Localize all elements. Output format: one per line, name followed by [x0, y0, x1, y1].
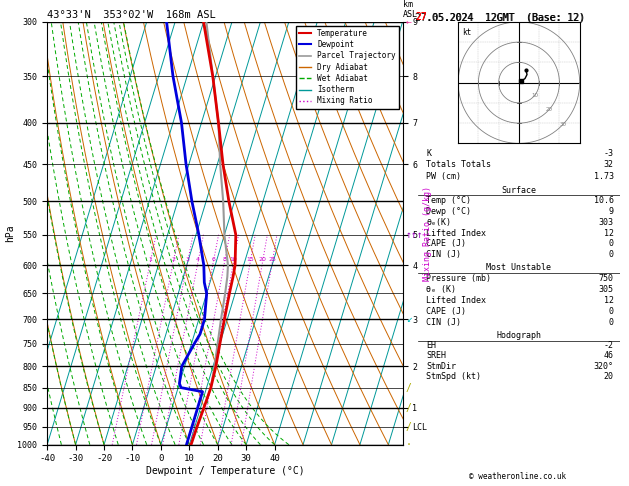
Text: θₑ (K): θₑ (K) — [426, 285, 456, 295]
Text: /: / — [406, 382, 411, 393]
Text: CAPE (J): CAPE (J) — [426, 307, 466, 316]
Text: 32: 32 — [604, 160, 613, 169]
Text: K: K — [426, 149, 431, 157]
Text: 20: 20 — [604, 372, 613, 381]
Text: 9: 9 — [608, 207, 613, 216]
Legend: Temperature, Dewpoint, Parcel Trajectory, Dry Adiabat, Wet Adiabat, Isotherm, Mi: Temperature, Dewpoint, Parcel Trajectory… — [296, 26, 399, 108]
Text: 10: 10 — [532, 93, 538, 98]
Text: 320°: 320° — [594, 362, 613, 371]
Text: 8: 8 — [223, 258, 226, 262]
Text: 20: 20 — [259, 258, 267, 262]
Text: /: / — [406, 403, 411, 413]
Text: 0: 0 — [608, 318, 613, 327]
Text: 43°33'N  353°02'W  168m ASL: 43°33'N 353°02'W 168m ASL — [47, 10, 216, 20]
Text: 20: 20 — [545, 107, 552, 112]
Text: 0: 0 — [608, 307, 613, 316]
Text: 10: 10 — [230, 258, 237, 262]
Text: Dewp (°C): Dewp (°C) — [426, 207, 471, 216]
Text: CAPE (J): CAPE (J) — [426, 240, 466, 248]
Text: 4: 4 — [196, 258, 200, 262]
Text: 750: 750 — [599, 274, 613, 283]
Text: 1.73: 1.73 — [594, 172, 613, 181]
Text: 6: 6 — [211, 258, 215, 262]
Text: 27.05.2024  12GMT  (Base: 12): 27.05.2024 12GMT (Base: 12) — [415, 12, 586, 22]
Text: Hodograph: Hodograph — [496, 331, 542, 340]
Text: 0: 0 — [608, 250, 613, 259]
Text: 12: 12 — [604, 296, 613, 305]
Text: Lifted Index: Lifted Index — [426, 228, 486, 238]
Text: ←: ← — [406, 17, 411, 27]
Text: km
ASL: km ASL — [403, 0, 418, 19]
X-axis label: Dewpoint / Temperature (°C): Dewpoint / Temperature (°C) — [145, 466, 304, 476]
Text: PW (cm): PW (cm) — [426, 172, 461, 181]
Text: ↙: ↙ — [406, 314, 411, 325]
Text: SREH: SREH — [426, 351, 447, 361]
Text: /: / — [406, 422, 411, 432]
Text: EH: EH — [426, 341, 437, 350]
Text: Mixing Ratio (g/kg): Mixing Ratio (g/kg) — [423, 186, 432, 281]
Text: 30: 30 — [560, 122, 567, 126]
Text: CIN (J): CIN (J) — [426, 318, 461, 327]
Text: Pressure (mb): Pressure (mb) — [426, 274, 491, 283]
Text: .05.2024  12GMT  (Base: 12): .05.2024 12GMT (Base: 12) — [426, 12, 585, 22]
Text: Surface: Surface — [501, 186, 537, 194]
Text: 10.6: 10.6 — [594, 196, 613, 205]
Text: CIN (J): CIN (J) — [426, 250, 461, 259]
Text: 15: 15 — [247, 258, 254, 262]
Text: Most Unstable: Most Unstable — [486, 263, 552, 273]
Text: StmDir: StmDir — [426, 362, 456, 371]
Text: Temp (°C): Temp (°C) — [426, 196, 471, 205]
Text: StmSpd (kt): StmSpd (kt) — [426, 372, 481, 381]
Text: ·: · — [406, 440, 411, 450]
Text: Lifted Index: Lifted Index — [426, 296, 486, 305]
Text: 303: 303 — [599, 218, 613, 227]
Text: ↑↑↑: ↑↑↑ — [406, 230, 423, 240]
Text: 46: 46 — [604, 351, 613, 361]
Text: θₑ(K): θₑ(K) — [426, 218, 452, 227]
Text: 27: 27 — [415, 12, 427, 22]
Text: 3: 3 — [186, 258, 189, 262]
Text: 1: 1 — [148, 258, 152, 262]
Text: -2: -2 — [604, 341, 613, 350]
Text: -3: -3 — [604, 149, 613, 157]
Text: 2: 2 — [171, 258, 175, 262]
Text: Totals Totals: Totals Totals — [426, 160, 491, 169]
Text: 25: 25 — [268, 258, 276, 262]
Y-axis label: hPa: hPa — [4, 225, 14, 242]
Text: © weatheronline.co.uk: © weatheronline.co.uk — [469, 472, 566, 481]
Text: 12: 12 — [604, 228, 613, 238]
Text: kt: kt — [462, 28, 472, 37]
Text: 0: 0 — [608, 240, 613, 248]
Text: 305: 305 — [599, 285, 613, 295]
Text: 27: 27 — [415, 12, 427, 22]
